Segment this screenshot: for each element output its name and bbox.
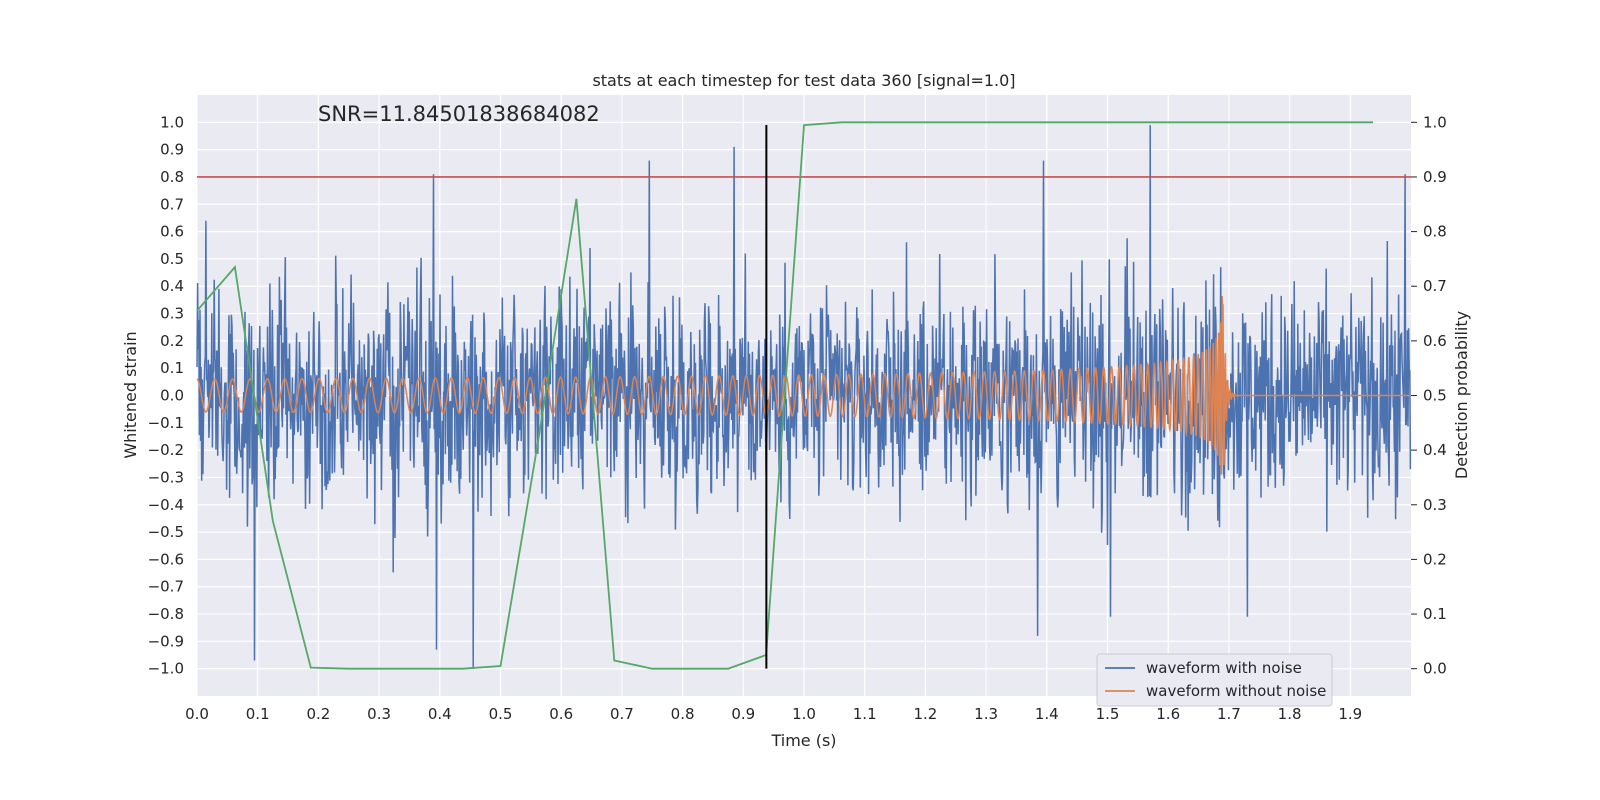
x-tick-label: 0.0	[185, 705, 209, 723]
x-tick-label: 1.2	[913, 705, 937, 723]
x-tick-label: 0.7	[610, 705, 634, 723]
y-tick-label: 0.2	[160, 332, 184, 350]
x-tick-label: 0.5	[489, 705, 513, 723]
x-tick-label: 1.7	[1217, 705, 1241, 723]
x-tick-label: 1.8	[1278, 705, 1302, 723]
legend-box	[1096, 653, 1333, 707]
y-tick-label: 1.0	[160, 113, 184, 131]
y-tick-label: 0.4	[160, 277, 184, 295]
y-axis-label: Whitened strain	[121, 331, 140, 458]
x-tick-label: 0.9	[731, 705, 755, 723]
x-tick-label: 1.6	[1156, 705, 1180, 723]
y-tick-label: −0.5	[148, 523, 184, 541]
chart-title: stats at each timestep for test data 360…	[592, 71, 1015, 90]
legend: waveform with noise waveform without noi…	[1096, 653, 1333, 707]
y2-tick-label: 0.2	[1423, 550, 1447, 568]
y-tick-label: −0.8	[148, 605, 184, 623]
y2-axis-label: Detection probability	[1452, 311, 1471, 479]
y2-tick-label: 0.4	[1423, 441, 1447, 459]
y2-tick-label: 1.0	[1423, 113, 1447, 131]
x-tick-label: 1.9	[1338, 705, 1362, 723]
y-tick-label: 0.8	[160, 168, 184, 186]
snr-annotation: SNR=11.84501838684082	[318, 102, 600, 126]
y2-tick-label: 0.8	[1423, 223, 1447, 241]
y2-tick-label: 0.7	[1423, 277, 1447, 295]
y-tick-label: 0.3	[160, 305, 184, 323]
legend-label-clean: waveform without noise	[1146, 682, 1326, 700]
y2-tick-label: 0.9	[1423, 168, 1447, 186]
x-tick-label: 1.0	[792, 705, 816, 723]
y-tick-label: 0.0	[160, 387, 184, 405]
y2-tick-label: 0.1	[1423, 605, 1447, 623]
y-tick-label: 0.9	[160, 141, 184, 159]
y-tick-label: −0.9	[148, 632, 184, 650]
x-tick-label: 0.2	[306, 705, 330, 723]
y-tick-label: −0.3	[148, 468, 184, 486]
y-tick-label: −0.4	[148, 496, 184, 514]
x-tick-label: 0.4	[428, 705, 452, 723]
x-tick-label: 1.4	[1035, 705, 1059, 723]
series-waveform-without-noise	[196, 296, 1411, 475]
x-tick-label: 1.3	[974, 705, 998, 723]
x-tick-label: 0.1	[246, 705, 270, 723]
series-detection-probability	[196, 121, 1374, 670]
ticks: 0.0 0.1 0.2 0.3 0.4 0.5 0.6 0.7 0.8 0.9 1.0 1.1 1.2 1…	[148, 113, 1447, 723]
y-tick-label: −1.0	[148, 660, 184, 678]
y2-tick-label: 0.3	[1423, 496, 1447, 514]
series-layer	[196, 121, 1412, 670]
y-tick-label: −0.1	[148, 414, 184, 432]
y2-tick-label: 0.6	[1423, 332, 1447, 350]
x-tick-label: 0.3	[367, 705, 391, 723]
y-tick-label: 0.6	[160, 223, 184, 241]
x-tick-label: 0.6	[549, 705, 573, 723]
y-tick-label: −0.2	[148, 441, 184, 459]
legend-label-noise: waveform with noise	[1146, 659, 1302, 677]
x-axis-label: Time (s)	[770, 731, 836, 750]
x-tick-label: 0.8	[671, 705, 695, 723]
y-tick-label: 0.7	[160, 195, 184, 213]
x-tick-label: 1.1	[853, 705, 877, 723]
y-tick-label: 0.5	[160, 250, 184, 268]
x-tick-label: 1.5	[1096, 705, 1120, 723]
y-tick-label: −0.7	[148, 578, 184, 596]
y2-tick-label: 0.0	[1423, 660, 1447, 678]
y-tick-label: −0.6	[148, 550, 184, 568]
y2-tick-label: 0.5	[1423, 387, 1447, 405]
y-tick-label: 0.1	[160, 359, 184, 377]
